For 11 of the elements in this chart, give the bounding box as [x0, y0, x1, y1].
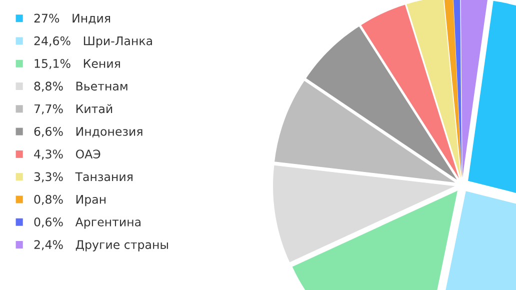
legend-label: 6,6% Индонезия [34, 126, 142, 138]
legend-label: 2,4% Другие страны [34, 240, 168, 252]
legend-label: 3,3% Танзания [34, 172, 132, 182]
legend-label: 8,8% Вьетнам [34, 82, 128, 92]
legend-label: 24,6% Шри-Ланка [34, 36, 152, 48]
legend-label: 4,3% ОАЭ [34, 150, 100, 160]
legend-label: 0,6% Аргентина [34, 218, 140, 229]
legend-label: 7,7% Китай [34, 104, 112, 114]
legend-label: 15,1% Кения [34, 59, 120, 70]
legend-label: 0,8% Иран [34, 194, 106, 206]
legend-label: 27% Индия [34, 14, 110, 24]
